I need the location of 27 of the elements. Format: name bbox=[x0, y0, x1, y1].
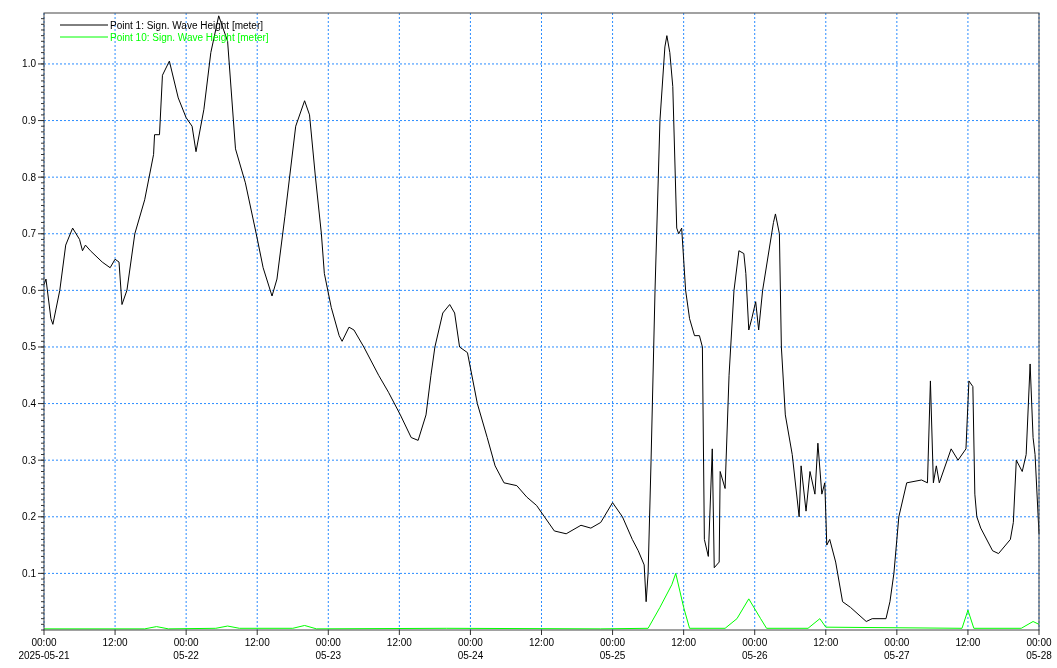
x-tick-label: 00:00 05-27 bbox=[884, 637, 911, 661]
x-tick-label: 00:00 05-24 bbox=[457, 637, 484, 661]
x-tick-label: 12:00 bbox=[244, 637, 271, 648]
y-tick-label: 0.1 bbox=[22, 567, 37, 579]
x-tick-label: 12:00 bbox=[671, 637, 697, 648]
y-tick-label: 0.6 bbox=[22, 284, 37, 296]
y-tick-label: 0.8 bbox=[22, 171, 37, 183]
y-tick-label: 0.9 bbox=[22, 115, 37, 127]
x-tick-label: 00:00 2025-05-21 bbox=[18, 637, 71, 661]
y-tick-label: 0.2 bbox=[22, 511, 37, 523]
x-tick-label: 12:00 bbox=[528, 637, 555, 648]
x-tick-label: 00:00 05-26 bbox=[741, 637, 768, 661]
x-tick-label: 12:00 bbox=[386, 637, 413, 648]
y-tick-label: 0.3 bbox=[22, 454, 37, 466]
x-tick-label: 12:00 bbox=[955, 637, 981, 648]
line-series bbox=[43, 572, 1040, 630]
y-tick-label: 1.0 bbox=[22, 58, 37, 70]
y-tick-label: 0.5 bbox=[22, 341, 37, 353]
x-tick-label: 00:00 05-28 bbox=[1026, 637, 1053, 661]
line-series bbox=[43, 15, 1040, 623]
y-tick-label: 0.7 bbox=[22, 228, 37, 240]
x-tick-label: 00:00 05-22 bbox=[173, 637, 200, 661]
x-tick-label: 00:00 05-23 bbox=[315, 637, 342, 661]
y-tick-label: 0.4 bbox=[22, 398, 37, 410]
x-tick-label: 12:00 bbox=[813, 637, 839, 648]
x-tick-label: 12:00 bbox=[102, 637, 129, 648]
x-tick-label: 00:00 05-25 bbox=[599, 637, 626, 661]
